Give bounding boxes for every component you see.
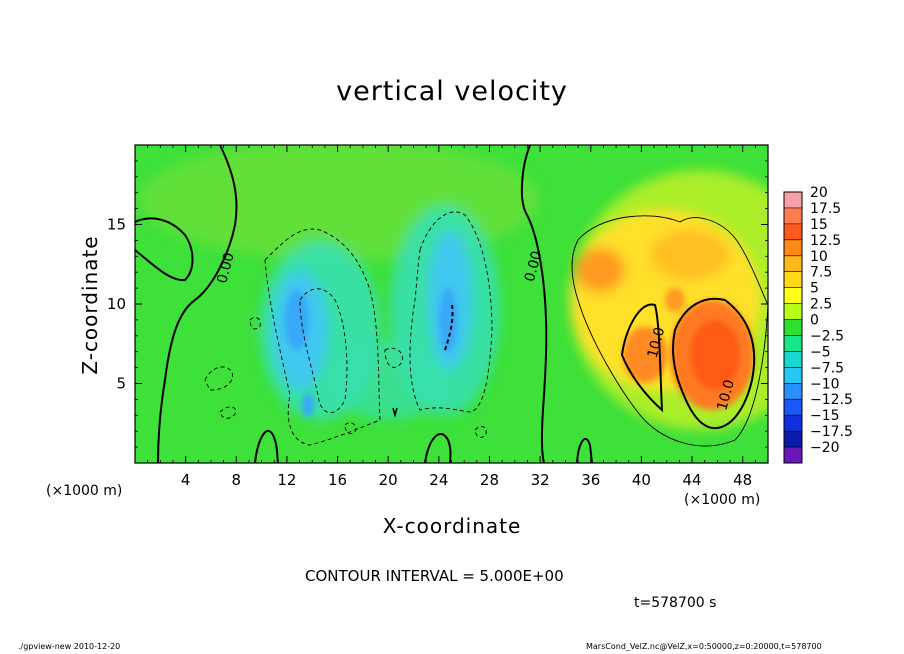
colorbar-swatch <box>784 383 802 400</box>
x-axis: 4 8 12 16 20 24 28 32 36 40 44 48 <box>147 145 756 489</box>
x-tick-label: 28 <box>480 471 499 489</box>
colorbar-label: 15 <box>810 217 828 233</box>
colorbar-swatch <box>784 271 802 289</box>
colorbar-swatch <box>784 335 802 352</box>
y-tick-label: 15 <box>107 216 126 234</box>
colorbar-label: 20 <box>810 185 828 201</box>
colorbar-swatch <box>784 287 802 305</box>
colorbar-label: −17.5 <box>810 424 853 440</box>
colorbar-label: 5 <box>810 281 819 297</box>
colorbar-swatch <box>784 239 802 257</box>
colorbar-swatch <box>784 192 802 209</box>
x-tick-label: 36 <box>581 471 600 489</box>
x-tick-label: 48 <box>733 471 752 489</box>
colorbar-label: 7.5 <box>810 265 832 281</box>
colorbar-swatch <box>784 431 802 448</box>
x-axis-label: X-coordinate <box>382 514 522 538</box>
x-unit-label-right: (×1000 m) <box>684 492 761 508</box>
footer-right: MarsCond_VelZ.nc@VelZ,x=0:50000,z=0:2000… <box>586 642 822 651</box>
x-tick-label: 12 <box>277 471 296 489</box>
chart-title: vertical velocity <box>336 76 568 107</box>
x-tick-label: 32 <box>531 471 550 489</box>
colorbar-swatch <box>784 399 802 416</box>
y-tick-label: 10 <box>107 295 126 313</box>
colorbar-swatch <box>784 351 802 368</box>
colorbar-swatch <box>784 367 802 384</box>
colorbar-swatch <box>784 415 802 432</box>
colorbar-label: −5 <box>810 344 831 360</box>
colorbar-label: −20 <box>810 440 840 456</box>
footer-left: ./gpview-new 2010-12-20 <box>18 642 121 651</box>
colorbar-swatch <box>784 223 802 241</box>
contour-interval-label: CONTOUR INTERVAL = 5.000E+00 <box>305 567 564 585</box>
x-tick-label: 40 <box>632 471 651 489</box>
colorbar-swatch <box>784 255 802 273</box>
velocity-field: 0.00 0.00 10.0 10.0 <box>135 145 768 463</box>
contour-label: 10.0 <box>645 326 669 360</box>
colorbar-swatch <box>784 447 802 464</box>
colorbar-label: 17.5 <box>810 201 841 217</box>
colorbar-label: −10 <box>810 376 840 392</box>
colorbar-label: −2.5 <box>810 328 844 344</box>
y-axis: 5 10 15 <box>107 160 768 448</box>
x-tick-label: 4 <box>181 471 191 489</box>
colorbar-swatch <box>784 319 802 336</box>
contour-labels: 0.00 0.00 10.0 10.0 <box>214 249 738 412</box>
x-unit-label-left: (×1000 m) <box>46 483 123 499</box>
contour-label: 0.00 <box>214 251 238 285</box>
x-tick-label: 8 <box>232 471 242 489</box>
x-tick-label: 24 <box>429 471 448 489</box>
colorbar-label: −12.5 <box>810 392 853 408</box>
colorbar: 2017.51512.5107.552.50−2.5−5−7.5−10−12.5… <box>783 185 853 464</box>
colorbar-swatch <box>784 207 802 225</box>
time-label: t=578700 s <box>634 595 717 611</box>
contour-label: 10.0 <box>714 378 738 412</box>
colorbar-swatch <box>784 303 802 321</box>
colorbar-label: −15 <box>810 408 840 424</box>
x-tick-label: 16 <box>328 471 347 489</box>
colorbar-label: 12.5 <box>810 233 841 249</box>
colorbar-label: 0 <box>810 313 819 329</box>
y-tick-label: 5 <box>116 375 126 393</box>
colorbar-label: 10 <box>810 249 828 265</box>
colorbar-label: −7.5 <box>810 360 844 376</box>
contour-label: 0.00 <box>522 249 546 283</box>
x-tick-label: 20 <box>379 471 398 489</box>
y-axis-label: Z-coordinate <box>78 235 102 375</box>
colorbar-label: 2.5 <box>810 297 832 313</box>
x-tick-label: 44 <box>682 471 701 489</box>
